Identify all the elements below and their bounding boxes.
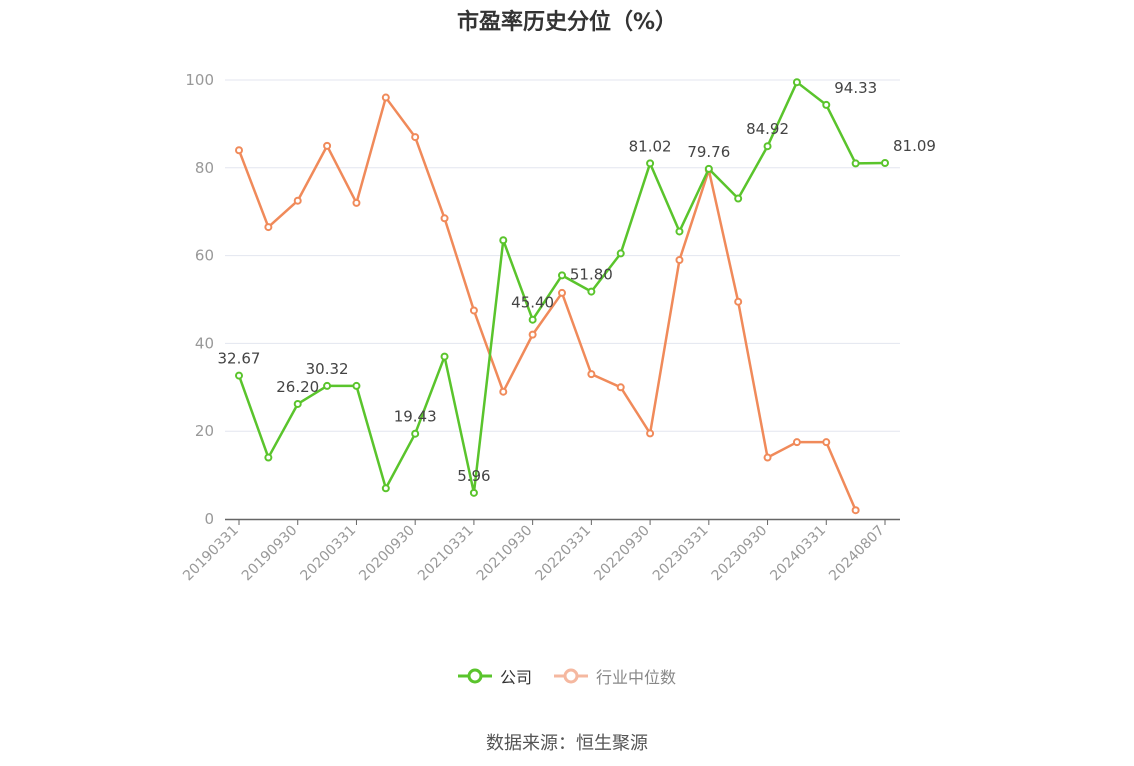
legend-company-icon [457, 668, 492, 684]
data-label: 5.96 [457, 467, 490, 485]
industry-data-point [528, 330, 537, 339]
industry-data-point [587, 370, 596, 379]
industry-data-point [822, 438, 831, 447]
company-data-point [293, 399, 302, 408]
x-tick-label: 20240807 [826, 523, 888, 585]
data-label: 45.40 [511, 294, 554, 312]
company-data-point [822, 100, 831, 109]
data-label: 30.32 [306, 360, 349, 378]
company-data-point [558, 271, 566, 280]
company-data-point [264, 453, 273, 462]
company-data-point [616, 249, 625, 258]
data-label: 51.80 [570, 266, 613, 284]
company-data-point [440, 352, 449, 361]
y-tick-label: 20 [195, 422, 214, 440]
industry-data-point [235, 146, 243, 155]
company-data-point [881, 159, 889, 168]
x-tick-label: 20190331 [180, 523, 242, 585]
industry-data-point [675, 255, 684, 264]
x-tick-label: 20210331 [415, 523, 477, 585]
company-data-point [792, 78, 801, 87]
industry-data-point [469, 306, 478, 315]
industry-data-point [851, 506, 860, 515]
y-tick-label: 100 [185, 71, 214, 89]
company-data-point [675, 227, 684, 236]
industry-data-point [293, 196, 302, 205]
company-data-point [734, 194, 743, 203]
industry-data-point [411, 133, 420, 142]
company-data-point [235, 371, 243, 380]
company-data-point [469, 488, 478, 497]
industry-data-point [792, 438, 801, 447]
x-tick-label: 20240331 [767, 523, 829, 585]
legend-label-industry: 行业中位数 [596, 668, 677, 687]
legend: 公司 行业中位数 [0, 664, 1134, 688]
x-tick-label: 20220930 [591, 523, 653, 585]
legend-label-company: 公司 [499, 668, 532, 687]
data-label: 32.67 [218, 350, 261, 368]
x-tick-label: 20200930 [356, 523, 418, 585]
data-label: 19.43 [394, 408, 437, 426]
data-label: 79.76 [687, 143, 730, 161]
data-label: 84.92 [746, 120, 789, 138]
industry-data-point [323, 141, 332, 150]
company-data-point [381, 484, 390, 493]
x-tick-label: 20230930 [709, 523, 771, 585]
x-tick-label: 20220331 [532, 523, 594, 585]
industry-data-point [264, 223, 273, 232]
data-label: 26.20 [276, 378, 319, 396]
company-data-point [528, 315, 537, 324]
company-data-point [851, 159, 860, 168]
industry-data-point [352, 198, 361, 207]
company-data-point [352, 381, 361, 390]
x-tick-label: 20190930 [239, 523, 301, 585]
industry-series-line [237, 96, 857, 511]
company-data-point [411, 429, 420, 438]
industry-data-point [734, 297, 743, 306]
industry-data-point [440, 214, 449, 223]
company-data-point [646, 159, 655, 168]
data-label: 81.09 [893, 137, 936, 155]
x-tick-label: 20200331 [298, 523, 360, 585]
y-tick-label: 80 [195, 159, 214, 177]
industry-data-point [646, 429, 655, 438]
y-tick-label: 40 [195, 334, 214, 352]
legend-industry-icon [554, 668, 588, 684]
company-data-point [763, 142, 772, 151]
data-label: 81.02 [629, 137, 672, 155]
company-data-point [587, 287, 596, 296]
x-tick-label: 20210930 [474, 523, 536, 585]
y-tick-label: 0 [204, 510, 214, 528]
company-data-point [704, 164, 713, 173]
industry-data-point [381, 93, 390, 102]
legend-item-industry[interactable]: 行业中位数 [554, 664, 676, 688]
company-data-point [323, 381, 332, 390]
industry-data-point [558, 288, 566, 297]
company-data-point [499, 236, 508, 245]
chart-title: 市盈率历史分位（%） [456, 10, 678, 35]
data-source: 数据来源：恒生聚源 [486, 733, 648, 754]
industry-data-point [499, 387, 508, 396]
industry-data-point [616, 383, 625, 392]
x-tick-label: 20230331 [650, 523, 712, 585]
industry-data-point [763, 453, 772, 462]
legend-item-company[interactable]: 公司 [457, 664, 532, 688]
data-label: 94.33 [834, 79, 877, 97]
y-tick-label: 60 [195, 247, 214, 265]
